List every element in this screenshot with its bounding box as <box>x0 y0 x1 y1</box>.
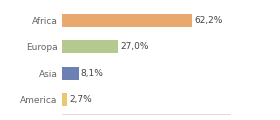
Text: 62,2%: 62,2% <box>194 16 222 25</box>
Bar <box>62 14 192 27</box>
Text: 2,7%: 2,7% <box>69 95 92 104</box>
Text: 8,1%: 8,1% <box>80 69 103 78</box>
Bar <box>62 40 118 53</box>
Bar <box>62 67 79 80</box>
Bar <box>62 93 67 106</box>
Text: 27,0%: 27,0% <box>120 42 148 51</box>
